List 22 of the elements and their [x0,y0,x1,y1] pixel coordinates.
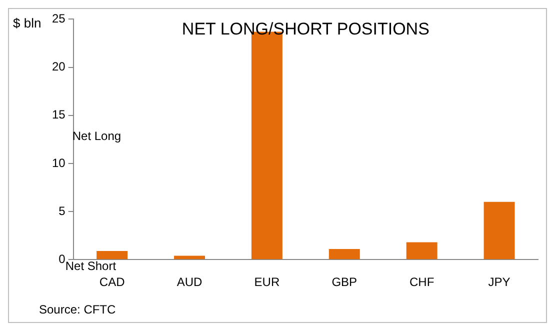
annotation: Net Short [65,258,117,273]
y-tick-label: 20 [52,60,66,74]
bar [406,242,438,260]
x-tick-label: CAD [99,275,126,290]
source-note: Source: CFTC [39,302,116,316]
y-axis-title: $ bln [13,15,42,30]
y-tick-label: 15 [52,108,66,122]
x-tick-label: CHF [410,275,434,290]
y-tick-label: 25 [52,12,66,26]
bar [328,249,360,260]
bar [96,250,128,260]
bar [174,256,205,260]
x-tick-label: EUR [254,275,280,290]
x-tick-label: JPY [488,275,510,290]
y-tick-label: 10 [52,156,66,170]
x-tick-label: AUD [176,275,203,290]
x-tick-label: GBP [332,275,358,290]
y-tick-label: 0 [58,252,66,266]
annotation: Net Long [72,128,122,143]
chart-title: NET LONG/SHORT POSITIONS [182,19,430,38]
y-tick-label: 5 [58,204,66,218]
bar [484,202,515,260]
